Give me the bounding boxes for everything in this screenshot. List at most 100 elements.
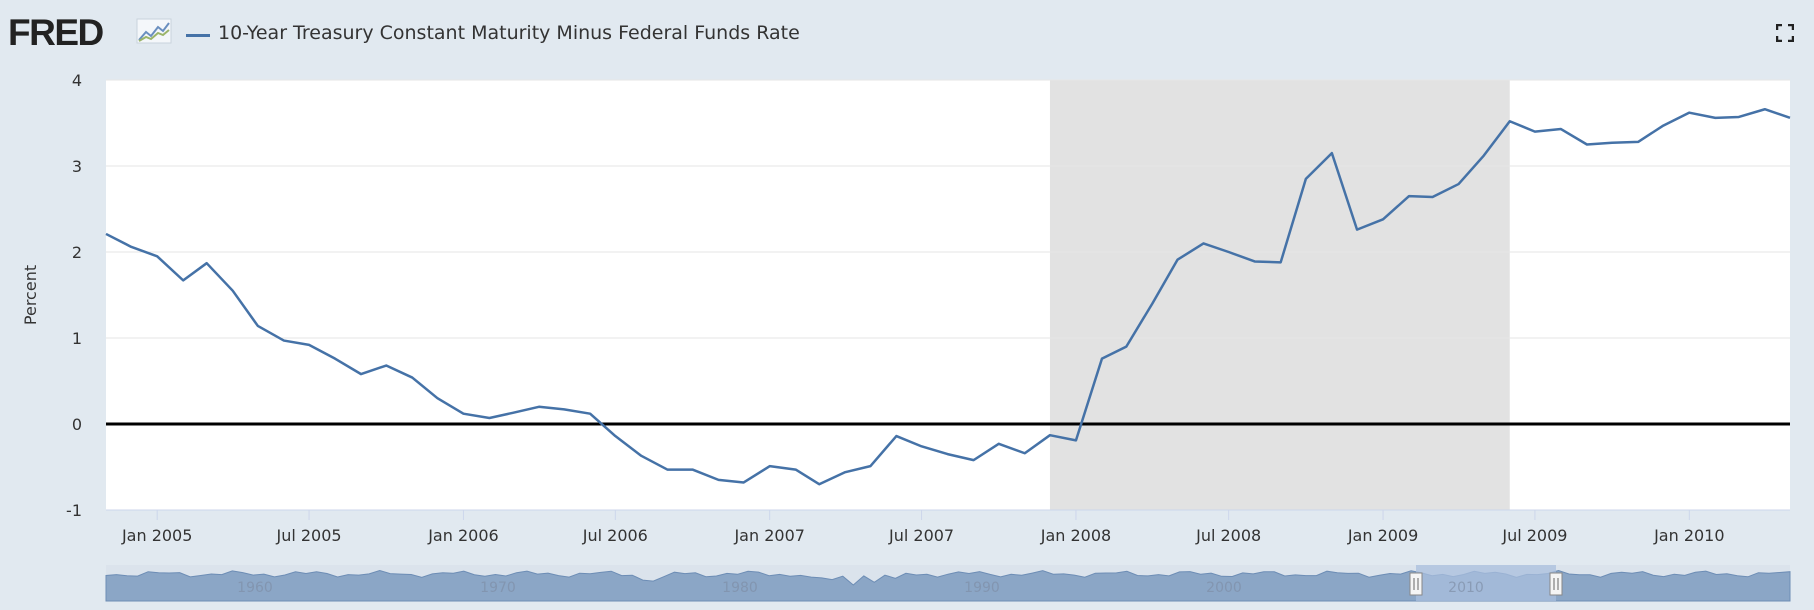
fred-graph-icon bbox=[136, 18, 172, 48]
navigator-year-labels: 1960 1970 1980 1990 2000 2010 bbox=[237, 580, 1484, 596]
data-point[interactable] bbox=[205, 261, 209, 265]
navigator-left-handle[interactable] bbox=[1409, 572, 1423, 596]
data-point[interactable] bbox=[1559, 127, 1563, 131]
data-point[interactable] bbox=[1431, 195, 1435, 199]
data-point[interactable] bbox=[1636, 140, 1640, 144]
y-tick-label: 1 bbox=[72, 329, 82, 348]
legend-line-swatch bbox=[186, 34, 210, 37]
data-point[interactable] bbox=[384, 364, 388, 368]
data-point[interactable] bbox=[946, 452, 950, 456]
data-point[interactable] bbox=[972, 458, 976, 462]
x-tick-label: Jul 2008 bbox=[1195, 526, 1261, 545]
data-point[interactable] bbox=[104, 232, 108, 236]
data-point[interactable] bbox=[1407, 194, 1411, 198]
data-point[interactable] bbox=[894, 434, 898, 438]
x-tick-label: Jan 2007 bbox=[733, 526, 804, 545]
data-point[interactable] bbox=[487, 416, 491, 420]
data-point[interactable] bbox=[1355, 228, 1359, 232]
fullscreen-icon[interactable] bbox=[1775, 23, 1795, 46]
data-point[interactable] bbox=[1150, 302, 1154, 306]
series-layer bbox=[104, 107, 1792, 486]
data-point[interactable] bbox=[1788, 116, 1792, 120]
data-point[interactable] bbox=[1381, 217, 1385, 221]
y-tick-label: -1 bbox=[66, 501, 82, 520]
data-point[interactable] bbox=[1457, 182, 1461, 186]
data-point[interactable] bbox=[1253, 259, 1257, 263]
data-point[interactable] bbox=[1687, 111, 1691, 115]
data-point[interactable] bbox=[613, 434, 617, 438]
y-tick-label: 4 bbox=[72, 71, 82, 90]
x-tick-label: Jan 2005 bbox=[121, 526, 192, 545]
x-axis: Jan 2005 Jul 2005 Jan 2006 Jul 2006 Jan 2007… bbox=[106, 509, 1790, 545]
data-point[interactable] bbox=[691, 468, 695, 472]
data-point[interactable] bbox=[1227, 250, 1231, 254]
data-point[interactable] bbox=[333, 357, 337, 361]
data-point[interactable] bbox=[1304, 177, 1308, 181]
data-point[interactable] bbox=[1330, 151, 1334, 155]
data-point[interactable] bbox=[537, 405, 541, 409]
data-point[interactable] bbox=[1737, 115, 1741, 119]
data-point[interactable] bbox=[359, 372, 363, 376]
data-point[interactable] bbox=[282, 339, 286, 343]
y-tick-label: 2 bbox=[72, 243, 82, 262]
recession-band bbox=[1049, 80, 1510, 510]
data-point[interactable] bbox=[1175, 258, 1179, 262]
data-point[interactable] bbox=[1124, 345, 1128, 349]
data-point[interactable] bbox=[717, 478, 721, 482]
data-point[interactable] bbox=[588, 412, 592, 416]
data-point[interactable] bbox=[665, 468, 669, 472]
data-point[interactable] bbox=[562, 407, 566, 411]
x-tick-label: Jan 2006 bbox=[427, 526, 498, 545]
navigator-year-label: 1960 bbox=[237, 580, 273, 596]
data-point[interactable] bbox=[1201, 241, 1205, 245]
data-point[interactable] bbox=[1023, 451, 1027, 455]
data-point[interactable] bbox=[155, 254, 159, 258]
data-point[interactable] bbox=[231, 289, 235, 293]
plot-area bbox=[106, 80, 1790, 510]
y-axis: -1 0 1 2 3 4 bbox=[66, 71, 82, 520]
x-tick-label: Jan 2008 bbox=[1040, 526, 1111, 545]
data-point[interactable] bbox=[1048, 433, 1052, 437]
data-point[interactable] bbox=[639, 454, 643, 458]
data-point[interactable] bbox=[920, 444, 924, 448]
data-point[interactable] bbox=[129, 245, 133, 249]
data-point[interactable] bbox=[181, 278, 185, 282]
data-point[interactable] bbox=[461, 412, 465, 416]
recession-shading-layer bbox=[1049, 80, 1510, 510]
x-tick-label: Jul 2007 bbox=[888, 526, 954, 545]
data-point[interactable] bbox=[1610, 141, 1614, 145]
y-tick-label: 3 bbox=[72, 157, 82, 176]
data-point[interactable] bbox=[511, 411, 515, 415]
data-point[interactable] bbox=[843, 470, 847, 474]
data-point[interactable] bbox=[1585, 143, 1589, 147]
data-point[interactable] bbox=[256, 324, 260, 328]
data-point[interactable] bbox=[817, 482, 821, 486]
legend-series-title[interactable]: 10-Year Treasury Constant Maturity Minus… bbox=[218, 22, 800, 44]
data-point[interactable] bbox=[1482, 154, 1486, 158]
data-point[interactable] bbox=[1100, 357, 1104, 361]
fred-logo[interactable]: FRED bbox=[8, 12, 104, 53]
y-axis-label: Percent bbox=[21, 265, 40, 325]
x-tick-label: Jul 2006 bbox=[582, 526, 648, 545]
navigator[interactable]: 1960 1970 1980 1990 2000 2010 bbox=[105, 565, 1791, 602]
data-point[interactable] bbox=[435, 396, 439, 400]
data-point[interactable] bbox=[742, 480, 746, 484]
data-point[interactable] bbox=[1508, 119, 1512, 123]
data-point[interactable] bbox=[1279, 260, 1283, 264]
data-point[interactable] bbox=[307, 343, 311, 347]
navigator-right-handle[interactable] bbox=[1549, 572, 1563, 596]
navigator-year-label: 2010 bbox=[1448, 580, 1484, 596]
data-point[interactable] bbox=[768, 464, 772, 468]
navigator-selected-range[interactable] bbox=[1416, 565, 1556, 601]
data-point[interactable] bbox=[1074, 438, 1078, 442]
series-line bbox=[105, 107, 1791, 486]
x-tick-label: Jul 2005 bbox=[275, 526, 341, 545]
data-point[interactable] bbox=[410, 376, 414, 380]
data-point[interactable] bbox=[1763, 107, 1767, 111]
data-point[interactable] bbox=[997, 442, 1001, 446]
data-point[interactable] bbox=[1661, 124, 1665, 128]
data-point[interactable] bbox=[868, 464, 872, 468]
data-point[interactable] bbox=[1713, 116, 1717, 120]
data-point[interactable] bbox=[794, 468, 798, 472]
data-point[interactable] bbox=[1533, 130, 1537, 134]
